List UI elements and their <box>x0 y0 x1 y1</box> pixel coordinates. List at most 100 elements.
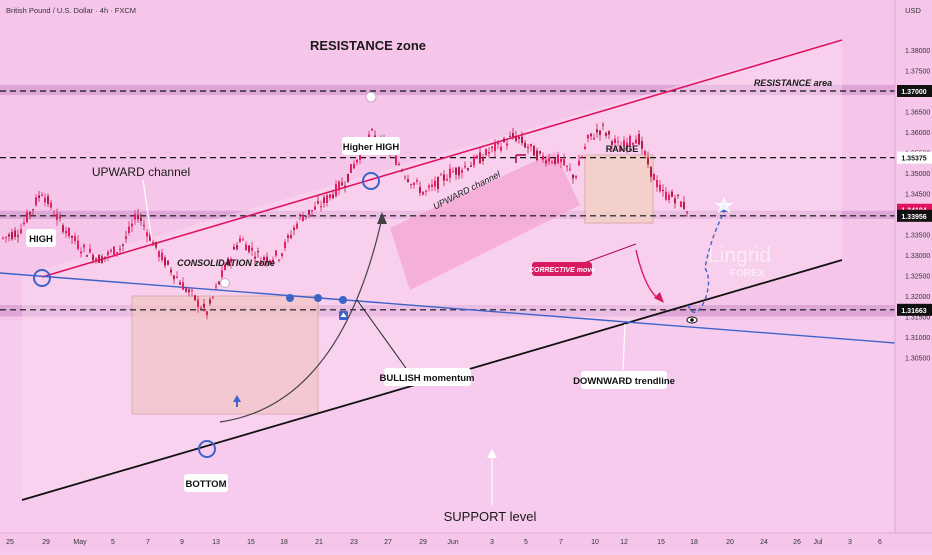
watermark-brand: Lingrid <box>708 244 771 267</box>
y-tick-label: 1.32000 <box>905 294 930 301</box>
candle-body <box>35 197 37 206</box>
candle-body <box>299 214 301 216</box>
candle-body <box>533 145 535 156</box>
candle-body <box>503 138 505 143</box>
bullish-momentum-label: BULLISH momentum <box>380 373 475 384</box>
candle-body <box>305 215 307 218</box>
candle-body <box>254 256 256 259</box>
candle-body <box>557 154 559 164</box>
x-tick-label: 23 <box>350 539 358 546</box>
candle-body <box>578 160 580 166</box>
candle-body <box>224 264 226 270</box>
candle-body <box>425 190 427 192</box>
candle-body <box>590 133 592 137</box>
candle-body <box>110 250 112 252</box>
candle-body <box>56 213 58 220</box>
candle-body <box>407 179 409 182</box>
candle-body <box>596 129 598 133</box>
candle-body <box>536 150 538 160</box>
time-axis-ticks: 25 29 May 5 7 9 13 15 18 21 23 27 29 Jun 3 5 7 10 12 15 18 20… <box>6 539 882 546</box>
candle-body <box>482 157 484 162</box>
pointer-line <box>356 299 409 372</box>
candle-body <box>251 247 253 251</box>
candle-body <box>191 290 193 292</box>
touch-point-marker <box>286 294 294 302</box>
upward-channel-label: UPWARD channel <box>92 165 190 179</box>
x-tick-label: 6 <box>878 539 882 546</box>
x-tick-label: 7 <box>559 539 563 546</box>
range-label: RANGE <box>606 144 639 154</box>
candle-body <box>569 168 571 170</box>
bottom-label: BOTTOM <box>186 479 227 490</box>
candle-body <box>608 131 610 135</box>
y-tick-label: 1.33000 <box>905 253 930 260</box>
candle-body <box>47 196 49 204</box>
candle-body <box>371 129 373 131</box>
candle-body <box>89 248 91 253</box>
candle-body <box>587 134 589 139</box>
candle-body <box>128 226 130 233</box>
candle-body <box>257 251 259 253</box>
candle-body <box>215 286 217 288</box>
y-tick-label: 1.34500 <box>905 192 930 199</box>
time-axis-panel[interactable] <box>0 533 932 550</box>
candle-body <box>71 235 73 238</box>
zone-resistance <box>0 84 895 96</box>
y-tick-label: 1.38000 <box>905 48 930 55</box>
candle-body <box>509 135 511 137</box>
candle-body <box>617 141 619 143</box>
candle-body <box>539 151 541 154</box>
channel-upper-line[interactable] <box>41 39 843 278</box>
candle-body <box>92 254 94 261</box>
candle-body <box>164 257 166 266</box>
candle-body <box>542 155 544 160</box>
candle-body <box>686 211 688 213</box>
candle-body <box>221 270 223 278</box>
candle-body <box>5 236 7 238</box>
candle-body <box>614 138 616 143</box>
candle-body <box>275 250 277 256</box>
candle-body <box>497 141 499 145</box>
x-tick-label: 21 <box>315 539 323 546</box>
candle-body <box>674 198 676 204</box>
pointer-line <box>142 179 153 243</box>
candle-body <box>665 191 667 200</box>
candle-body <box>311 210 313 212</box>
candle-body <box>26 212 28 223</box>
candle-body <box>242 239 244 241</box>
up-arrow-stem <box>236 402 238 407</box>
price-tag-label: 1.31663 <box>901 308 926 315</box>
candle-body <box>227 258 229 266</box>
candle-body <box>134 214 136 220</box>
candle-body <box>236 245 238 249</box>
candle-body <box>632 142 634 145</box>
candle-body <box>197 299 199 307</box>
info-dot-icon <box>220 278 230 288</box>
candle-body <box>68 227 70 237</box>
candle-body <box>182 282 184 290</box>
candle-body <box>656 179 658 188</box>
candle-body <box>155 241 157 248</box>
candle-body <box>152 241 154 246</box>
levels-layer <box>0 90 895 311</box>
candle-body <box>149 234 151 241</box>
candle-body <box>14 230 16 237</box>
candle-body <box>476 155 478 159</box>
candle-body <box>449 168 451 178</box>
downward-trendline-box <box>581 371 667 389</box>
candle-body <box>272 259 274 263</box>
candle-body <box>368 134 370 138</box>
currency-label[interactable]: USD <box>905 6 921 15</box>
high-circle-marker <box>33 269 51 287</box>
candle-body <box>260 260 262 265</box>
downward-trendline[interactable] <box>0 272 896 344</box>
candle-body <box>248 245 250 252</box>
x-tick-label: 13 <box>212 539 220 546</box>
x-tick-label: 18 <box>690 539 698 546</box>
candle-body <box>638 134 640 145</box>
candle-body <box>278 259 280 261</box>
candle-body <box>602 124 604 126</box>
